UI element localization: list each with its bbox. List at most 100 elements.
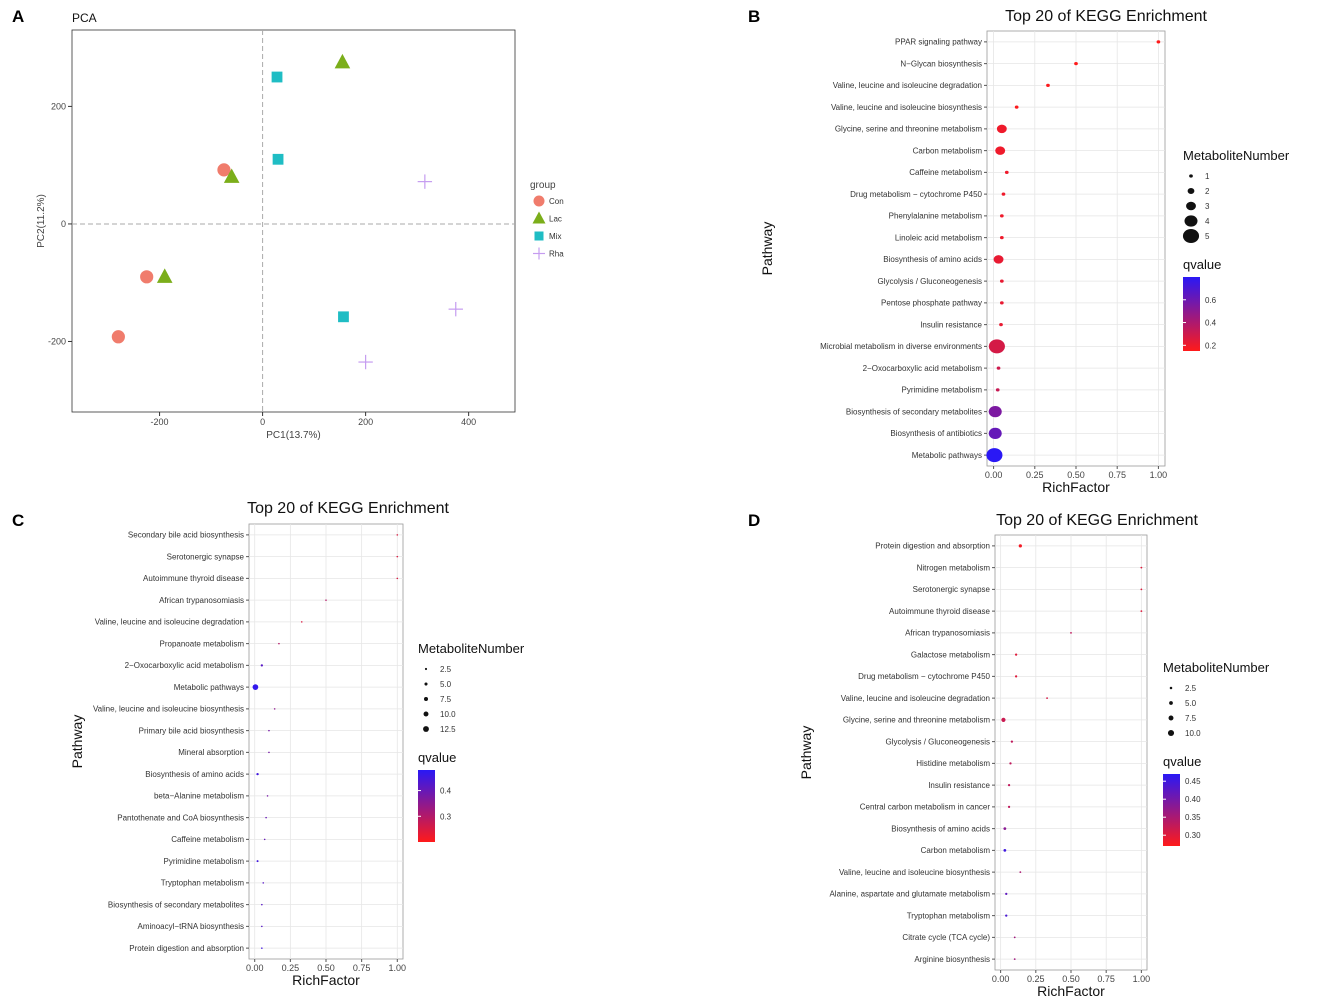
pathway-label: Pentose phosphate pathway (881, 299, 982, 308)
pathway-label: Biosynthesis of secondary metabolites (846, 407, 982, 416)
pca-point-mix (338, 311, 349, 323)
panel-letter-d: D (748, 511, 760, 530)
pathway-label: Valine, leucine and isoleucine biosynthe… (831, 103, 982, 112)
enrichment-point (988, 427, 1002, 440)
enrichment-point (1014, 653, 1018, 656)
pathway-label: African trypanosomiasis (159, 596, 244, 605)
pathway-label: Protein digestion and absorption (875, 542, 990, 551)
enrichment-point (278, 642, 280, 645)
y-tick-label: -200 (48, 336, 66, 346)
size-legend-label: 7.5 (1185, 714, 1197, 723)
pathway-label: Drug metabolism − cytochrome P450 (858, 672, 990, 681)
pathway-label: Insulin resistance (928, 781, 990, 790)
enrichment-point (1046, 697, 1048, 700)
x-tick-label: 0 (260, 417, 265, 427)
pathway-label: Glycolysis / Gluconeogenesis (878, 277, 983, 286)
chart-title: PCA (72, 11, 97, 25)
x-axis-title: RichFactor (292, 972, 360, 988)
enrichment-point (268, 751, 270, 754)
color-legend-label: 0.3 (440, 812, 452, 821)
pathway-label: Drug metabolism − cytochrome P450 (850, 190, 982, 199)
pathway-label: Central carbon metabolism in cancer (860, 803, 991, 812)
pathway-label: Valine, leucine and isoleucine degradati… (841, 694, 990, 703)
x-tick-label: 400 (461, 417, 476, 427)
enrichment-point (1140, 610, 1143, 613)
pathway-label: Phenylalanine metabolism (889, 212, 983, 221)
size-legend-title: MetaboliteNumber (1163, 660, 1270, 675)
pca-point-mix (272, 153, 284, 165)
size-legend-key (1168, 715, 1174, 721)
size-legend-key (423, 726, 429, 732)
pca-point-lac (156, 268, 173, 283)
pathway-label: Biosynthesis of secondary metabolites (108, 900, 244, 909)
pathway-label: Galactose metabolism (911, 650, 990, 659)
color-legend-label: 0.45 (1185, 777, 1201, 786)
enrichment-point (1003, 827, 1007, 831)
kegg-panel-d: Top 20 of KEGG Enrichment Protein digesti… (798, 512, 1270, 999)
enrichment-point (325, 599, 327, 601)
pathway-label: Citrate cycle (TCA cycle) (902, 933, 990, 942)
size-legend-label: 4 (1205, 217, 1210, 226)
enrichment-point (1003, 848, 1007, 852)
pathway-label: Microbial metabolism in diverse environm… (820, 342, 982, 351)
pca-point-rha (358, 354, 373, 370)
pathway-label: PPAR signaling pathway (895, 38, 982, 47)
color-legend-title: qvalue (1163, 754, 1201, 769)
enrichment-point (1018, 544, 1022, 548)
legend-key-mix (534, 231, 544, 241)
x-tick-label: 0.50 (317, 963, 335, 973)
legend-key-rha (533, 247, 545, 260)
enrichment-point (999, 323, 1003, 327)
pathway-label: Histidine metabolism (916, 759, 990, 768)
size-legend-key (424, 667, 428, 671)
pathway-label: Autoimmune thyroid disease (143, 574, 244, 583)
x-tick-label: 0.25 (1026, 470, 1044, 480)
enrichment-point (1005, 892, 1008, 896)
panel-letter-a: A (12, 7, 24, 26)
chart-title: Top 20 of KEGG Enrichment (247, 500, 449, 517)
enrichment-point (1007, 783, 1011, 787)
size-legend-label: 7.5 (440, 695, 452, 704)
plot-area (71, 29, 516, 413)
y-axis-title: Pathway (69, 715, 85, 769)
enrichment-point (263, 838, 266, 841)
pathway-label: Metabolic pathways (174, 683, 244, 692)
x-axis-title: RichFactor (1037, 983, 1105, 999)
enrichment-point (1013, 958, 1016, 961)
x-axis-title: RichFactor (1042, 479, 1110, 495)
pathway-label: Glycine, serine and threonine metabolism (835, 125, 983, 134)
legend-key-lac (532, 211, 546, 224)
qvalue-colorbar (1163, 774, 1180, 846)
size-legend-key (1186, 201, 1196, 211)
pathway-label: 2−Oxocarboxylic acid metabolism (863, 364, 983, 373)
enrichment-point (266, 795, 269, 797)
enrichment-point (1046, 83, 1050, 87)
enrichment-point (996, 366, 1001, 370)
pathway-label: Serotonergic synapse (913, 585, 991, 594)
enrichment-point (1140, 588, 1143, 591)
size-legend-label: 2.5 (440, 665, 452, 674)
size-legend-key (1189, 174, 1193, 178)
x-tick-label: 0.00 (985, 470, 1003, 480)
pathway-label: Linoleic acid metabolism (895, 233, 982, 242)
y-tick-label: 200 (51, 101, 66, 111)
pathway-label: Propanoate metabolism (160, 639, 245, 648)
enrichment-point (1010, 740, 1014, 743)
pathway-label: Carbon metabolism (921, 846, 991, 855)
pathway-label: Glycine, serine and threonine metabolism (843, 716, 991, 725)
pathway-label: Valine, leucine and isoleucine biosynthe… (839, 868, 990, 877)
enrichment-point (261, 925, 263, 928)
y-axis-title: PC2(11.2%) (36, 194, 47, 248)
x-tick-label: 0.25 (282, 963, 300, 973)
enrichment-point (995, 146, 1006, 155)
enrichment-point (268, 729, 270, 732)
enrichment-point (988, 405, 1002, 418)
enrichment-point (995, 388, 1000, 392)
enrichment-point (993, 255, 1004, 264)
size-legend-key (1182, 229, 1200, 243)
x-axis-title: PC1(13.7%) (266, 430, 320, 441)
legend-title: group (530, 180, 556, 191)
pathway-label: Valine, leucine and isoleucine biosynthe… (93, 705, 244, 714)
enrichment-point (1001, 717, 1006, 722)
enrichment-point (999, 236, 1004, 240)
